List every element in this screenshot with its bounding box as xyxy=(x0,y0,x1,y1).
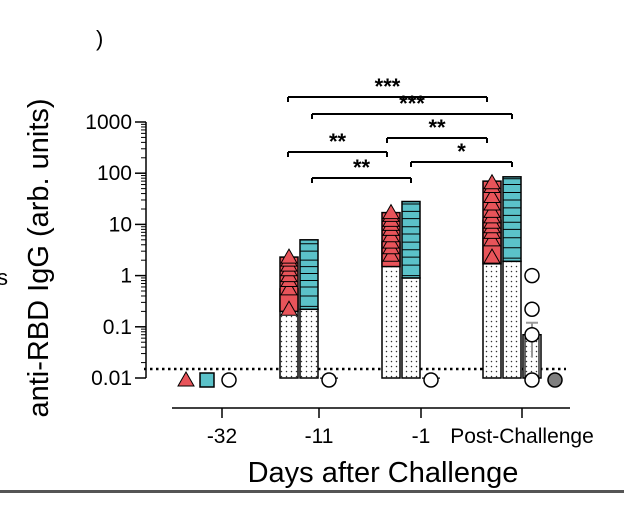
significance-label: ** xyxy=(329,129,347,154)
open-circle-point xyxy=(524,267,540,284)
significance-label: *** xyxy=(399,91,425,116)
range-box xyxy=(401,200,421,279)
triangle-point xyxy=(280,300,298,316)
x-tick-label: -1 xyxy=(412,425,431,448)
open-circle-point xyxy=(423,372,439,388)
significance-label: *** xyxy=(375,74,401,99)
y-axis-title: anti-RBD IgG (arb. units) xyxy=(23,98,55,417)
x-tick-label: -32 xyxy=(207,425,237,448)
y-tick-label: 10 xyxy=(109,213,132,236)
y-tick-label: 0.1 xyxy=(103,316,132,339)
triangle-point xyxy=(280,279,298,296)
triangle-point xyxy=(177,370,195,387)
cropped-left-text: s xyxy=(0,265,8,290)
filled-circle-point xyxy=(547,372,563,388)
significance-label: * xyxy=(457,139,466,164)
significance-label: ** xyxy=(353,155,371,180)
triangle-point xyxy=(382,203,400,220)
bar xyxy=(299,308,319,379)
bar xyxy=(401,277,421,379)
cropped-top-text: ) xyxy=(96,26,103,51)
bottom-divider xyxy=(0,490,624,493)
x-axis-title: Days after Challenge xyxy=(248,457,519,489)
x-tick-label: Post-Challenge xyxy=(450,425,594,448)
triangle-point xyxy=(483,187,501,204)
y-tick-label: 0.01 xyxy=(91,367,132,390)
open-circle-point xyxy=(321,372,337,388)
open-circle-point xyxy=(524,326,540,343)
triangle-point xyxy=(483,173,501,190)
y-tick-label: 100 xyxy=(97,162,132,185)
open-circle-point xyxy=(524,301,540,318)
x-tick-label: -11 xyxy=(305,425,334,448)
range-box xyxy=(502,176,522,263)
triangle-point xyxy=(280,248,298,264)
significance-label: ** xyxy=(428,115,446,140)
bar xyxy=(502,260,522,379)
range-box xyxy=(299,239,319,311)
square-point xyxy=(199,372,215,388)
y-tick-label: 1 xyxy=(120,265,132,288)
y-tick-label: 1000 xyxy=(85,111,132,134)
open-circle-point xyxy=(221,372,237,388)
open-circle-point xyxy=(524,372,540,388)
triangle-point xyxy=(483,248,501,264)
